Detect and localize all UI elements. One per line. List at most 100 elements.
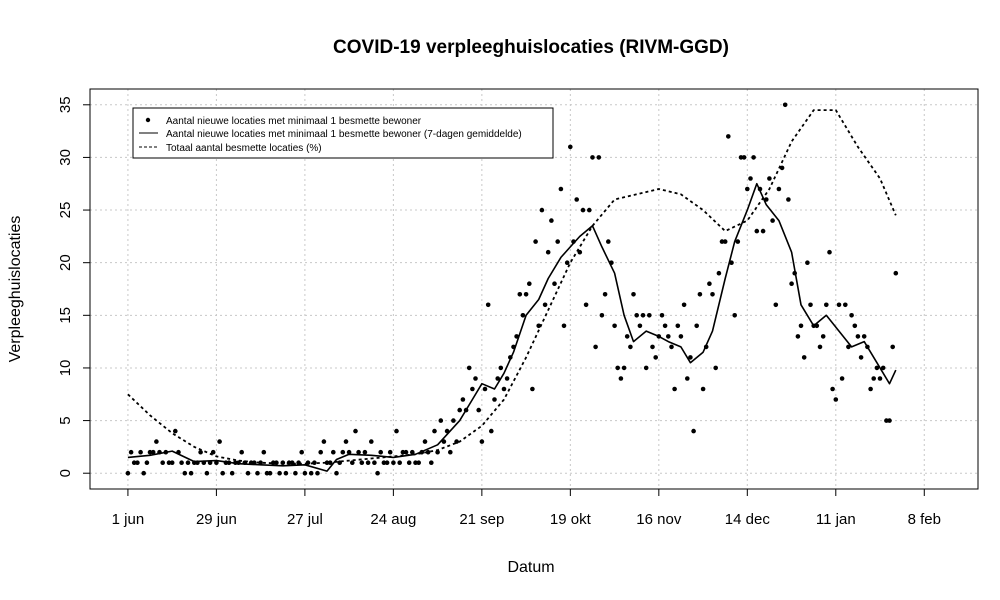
data-point (239, 449, 244, 455)
data-point (549, 218, 554, 223)
data-point (710, 292, 715, 297)
data-point (564, 260, 570, 266)
data-point (394, 428, 399, 434)
x-tick-label: 24 aug (370, 511, 416, 528)
y-axis-label: Verpleeghuislocaties (7, 216, 24, 363)
data-point (650, 344, 655, 350)
data-point (318, 449, 324, 455)
data-point (662, 323, 668, 329)
data-point (255, 470, 260, 476)
series-line-average (127, 182, 897, 472)
legend-entry-total: Totaal aantal besmette locaties (%) (166, 143, 322, 154)
data-point (779, 165, 785, 171)
data-point (719, 239, 725, 244)
data-point (587, 207, 592, 213)
data-point (359, 460, 365, 466)
data-point (685, 376, 690, 381)
legend-entry-points: Aantal nieuwe locaties met minimaal 1 be… (166, 116, 422, 127)
data-point (362, 449, 368, 455)
x-tick-label: 27 jul (287, 511, 323, 528)
data-point (150, 449, 156, 455)
data-point (552, 281, 557, 287)
data-point (378, 449, 384, 455)
x-axis-label: Datum (507, 559, 554, 576)
data-point (533, 239, 538, 244)
data-point (596, 155, 602, 160)
data-point (302, 470, 308, 476)
data-point (817, 344, 823, 350)
data-point (827, 249, 832, 255)
data-point (476, 407, 482, 413)
y-tick-label: 10 (57, 360, 74, 377)
data-point (141, 470, 146, 476)
data-point (745, 186, 750, 192)
data-point (688, 355, 693, 360)
data-point (618, 376, 624, 381)
data-point (125, 470, 131, 476)
data-point (602, 292, 608, 297)
data-point (716, 270, 722, 276)
data-point (489, 428, 494, 434)
data-point (748, 176, 753, 181)
data-point (820, 334, 826, 339)
chart-title: COVID-19 verpleeghuislocaties (RIVM-GGD) (333, 37, 729, 58)
data-point (457, 407, 463, 413)
plot-frame (89, 88, 979, 490)
data-point (824, 302, 829, 308)
data-point (675, 323, 681, 329)
data-point (773, 302, 779, 308)
data-point (590, 155, 595, 160)
data-point (801, 355, 807, 360)
data-point (726, 134, 731, 139)
data-point (678, 334, 684, 339)
data-point (751, 155, 756, 160)
data-point (384, 460, 390, 466)
data-point (229, 470, 235, 476)
data-point (647, 313, 652, 318)
data-point (492, 397, 497, 402)
data-point (356, 449, 361, 455)
y-tick-label: 20 (57, 254, 74, 271)
data-point (350, 460, 355, 466)
data-point (315, 470, 320, 476)
data-point (308, 470, 314, 476)
data-point (391, 460, 396, 466)
data-point (406, 460, 412, 466)
data-point (628, 344, 633, 350)
data-point (527, 281, 532, 287)
data-point (830, 386, 835, 392)
data-point (833, 397, 839, 402)
data-point (387, 449, 393, 455)
x-tick-label: 19 okt (550, 511, 592, 528)
data-point (432, 428, 437, 434)
data-point (634, 313, 639, 318)
data-point (887, 418, 892, 423)
data-point (495, 376, 501, 381)
data-point (530, 386, 535, 392)
data-point (624, 334, 630, 339)
y-tick-label: 25 (57, 202, 74, 219)
data-point (691, 428, 696, 434)
data-point (612, 323, 617, 329)
series-line-total (127, 109, 897, 465)
data-point (880, 365, 886, 371)
data-point (154, 439, 159, 444)
data-point (776, 186, 782, 192)
legend: Aantal nieuwe locaties met minimaal 1 be… (132, 107, 554, 159)
data-point (369, 439, 374, 444)
data-point (542, 302, 548, 308)
data-point (293, 470, 298, 476)
data-point (331, 449, 336, 455)
data-point (179, 460, 184, 466)
data-point (798, 323, 804, 329)
data-point (470, 386, 475, 392)
data-point (555, 239, 560, 244)
data-point (615, 365, 620, 371)
y-tick-label: 35 (57, 96, 74, 113)
data-point (498, 365, 504, 371)
data-point (135, 460, 140, 466)
data-point (147, 449, 153, 455)
data-point (539, 207, 545, 213)
data-point (577, 249, 583, 255)
data-point (852, 323, 858, 329)
